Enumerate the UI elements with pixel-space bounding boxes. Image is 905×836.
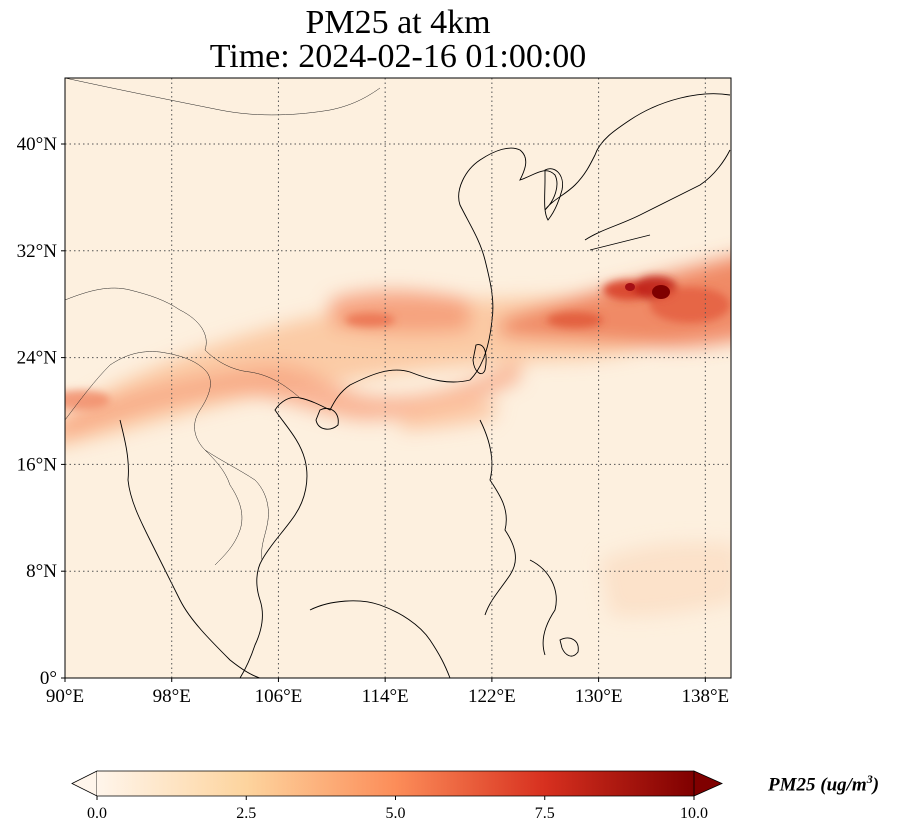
units-suffix: )	[872, 774, 880, 796]
latitude-tick-labels: 0° 8°N 16°N 24°N 32°N 40°N	[17, 134, 65, 689]
colorbar-tick-label: 5.0	[386, 805, 406, 822]
lon-tick-label: 130°E	[575, 686, 623, 707]
taiwan-island	[472, 344, 487, 374]
colorbar-tick-label: 10.0	[680, 805, 708, 822]
colorbar-extend-min	[71, 770, 98, 797]
colorbar-units-label: PM25 (ug/m3)	[768, 772, 879, 796]
hainan-island	[315, 407, 339, 430]
lat-tick-label: 0°	[40, 668, 57, 689]
korea-peninsula	[544, 168, 563, 221]
lon-tick-label: 122°E	[468, 686, 516, 707]
colorbar-extend-max	[693, 770, 723, 797]
peak-concentration-spot	[652, 285, 670, 299]
colorbar-gradient	[97, 771, 694, 796]
colorbar-tick-label: 2.5	[236, 805, 256, 822]
pm25-field	[65, 78, 731, 678]
lat-tick-label: 32°N	[17, 241, 58, 262]
colorbar-tick-label: 0.0	[87, 805, 107, 822]
units-superscript: 3	[866, 772, 873, 786]
lon-tick-label: 90°E	[46, 686, 84, 707]
lat-tick-label: 24°N	[17, 348, 58, 369]
lon-tick-label: 106°E	[255, 686, 303, 707]
colorbar-tick-label: 7.5	[535, 805, 555, 822]
lat-tick-label: 40°N	[17, 134, 58, 155]
title-line-variable: PM25 at 4km	[305, 4, 491, 41]
lat-tick-label: 16°N	[17, 454, 58, 475]
country-borders	[65, 78, 381, 566]
colorbar: 0.0 2.5 5.0 7.5 10.0	[71, 770, 723, 822]
graticule	[65, 78, 731, 678]
coastlines	[119, 93, 731, 678]
map-frame	[64, 77, 732, 679]
longitude-tick-labels: 90°E 98°E 106°E 114°E 122°E 130°E 138°E	[46, 678, 729, 707]
map-title: PM25 at 4km Time: 2024-02-16 01:00:00	[65, 6, 731, 74]
colorbar-tick-labels: 0.0 2.5 5.0 7.5 10.0	[87, 796, 708, 822]
lon-tick-label: 138°E	[681, 686, 729, 707]
lat-tick-label: 8°N	[26, 561, 57, 582]
title-line-time: Time: 2024-02-16 01:00:00	[209, 38, 587, 75]
lon-tick-label: 114°E	[362, 686, 409, 707]
lon-tick-label: 98°E	[153, 686, 191, 707]
units-prefix: PM25 (ug/m	[768, 774, 867, 796]
